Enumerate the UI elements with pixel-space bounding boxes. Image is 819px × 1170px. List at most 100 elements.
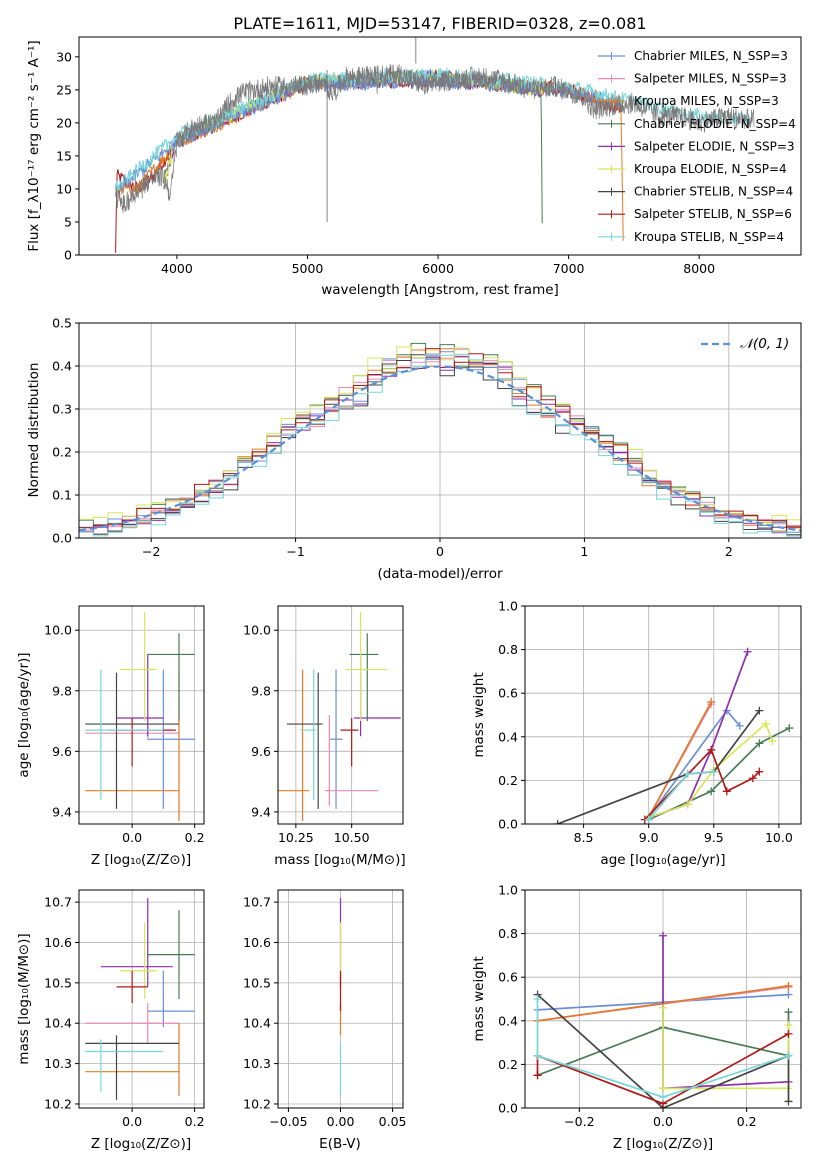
y-tick-label: 0 [64, 248, 72, 263]
mass-weight-marker [707, 697, 716, 706]
y-tick-label: 0.6 [498, 686, 518, 701]
x-tick-label: 0.2 [737, 1114, 757, 1129]
y-tick-label: 0.4 [52, 359, 72, 374]
weight-vs-z-xlabel: Z [log₁₀(Z/Z⊙)] [613, 1136, 713, 1152]
mass-weight-marker [755, 767, 764, 776]
x-tick-label: −0.05 [269, 1114, 307, 1129]
mass-weight-marker [659, 1084, 667, 1093]
age-vs-mass-errorbars [278, 612, 401, 821]
mass-weight-line [648, 770, 714, 821]
mass-weight-marker [533, 1071, 542, 1080]
mass-weight-marker [709, 767, 718, 776]
y-tick-label: 10.6 [44, 935, 72, 950]
weight-vs-age-frame [524, 605, 802, 825]
legend-label: Kroupa ELODIE, N_SSP=4 [634, 162, 787, 176]
mass-weight-marker [784, 1051, 793, 1060]
x-tick-label: 8000 [683, 261, 715, 276]
residuals-ylabel: Normed distribution [26, 363, 42, 498]
mass-weight-marker [755, 739, 764, 748]
mass-vs-z-panel: 0.0 0.2 10.2 10.3 10.4 10.5 10.6 10.7 Z [log₁₀(… [16, 889, 205, 1152]
x-tick-label: 10.50 [334, 830, 370, 845]
mass-weight-marker [784, 1021, 793, 1030]
age-vs-mass-grid [278, 606, 403, 824]
age-vs-mass-frame [277, 605, 404, 825]
mass-weight-marker [722, 787, 731, 796]
age-vs-z-panel: 0.0 0.2 9.4 9.6 9.8 10.0 Z [log₁₀(Z/Z⊙)] age … [16, 605, 205, 868]
legend-label: Salpeter ELODIE, N_SSP=3 [634, 139, 795, 153]
mass-weight-marker [533, 995, 542, 1003]
mass-weight-marker [683, 769, 692, 778]
y-tick-label: 0.0 [498, 1101, 518, 1116]
mass-weight-marker [761, 719, 770, 728]
weight-vs-z-lines [533, 931, 793, 1108]
y-tick-label: 0.3 [52, 402, 72, 417]
x-tick-label: 9.5 [704, 830, 724, 845]
y-tick-label: 10.0 [243, 623, 271, 638]
model-spectrum-line [115, 67, 752, 193]
spectrum-ticks: 4000 5000 6000 7000 8000 0 5 10 15 20 25 30 [56, 49, 715, 276]
mass-vs-z-ticks: 0.0 0.2 10.2 10.3 10.4 10.5 10.6 10.7 [44, 895, 204, 1129]
normal-distribution-curve [79, 365, 801, 532]
spectrum-xlabel: wavelength [Angstrom, rest frame] [321, 282, 559, 298]
y-tick-label: 10.0 [44, 623, 72, 638]
spectrum-lines [115, 37, 755, 253]
y-tick-label: 9.4 [52, 804, 72, 819]
y-tick-label: 0.6 [498, 970, 518, 985]
y-tick-label: 10.5 [44, 975, 72, 990]
x-tick-label: 0.0 [122, 1114, 142, 1129]
mass-weight-marker [743, 647, 752, 656]
mass-weight-line [536, 993, 790, 1108]
weight-vs-age-xlabel: age [log₁₀(age/yr)] [600, 852, 725, 868]
y-tick-label: 0.0 [52, 531, 72, 546]
y-tick-label: 0.2 [498, 773, 518, 788]
y-tick-label: 1.0 [498, 883, 518, 898]
mass-vs-z-xlabel: Z [log₁₀(Z/Z⊙)] [91, 1136, 191, 1152]
weight-vs-z-ticks: −0.2 0.0 0.2 0.0 0.2 0.4 0.6 0.8 1.0 [498, 883, 756, 1130]
residual-histogram [79, 353, 801, 537]
x-tick-label: 0.05 [379, 1114, 407, 1129]
y-tick-label: 0.4 [498, 1013, 518, 1028]
weight-vs-z-ylabel: mass weight [471, 956, 487, 1041]
mass-weight-line [536, 1033, 789, 1105]
mass-weight-marker [784, 981, 793, 990]
y-tick-label: 0.2 [52, 445, 72, 460]
y-tick-label: 9.8 [52, 683, 72, 698]
spectrum-ylabel: Flux [f_λ10⁻¹⁷ erg cm⁻² s⁻¹ A⁻¹] [26, 40, 42, 251]
y-tick-label: 0.4 [498, 729, 518, 744]
y-tick-label: 10.6 [243, 935, 271, 950]
spectrum-title: PLATE=1611, MJD=53147, FIBERID=0328, z=0… [233, 14, 646, 33]
x-tick-label: −2 [142, 544, 160, 559]
x-tick-label: 8.5 [574, 830, 594, 845]
weight-vs-age-ylabel: mass weight [471, 672, 487, 757]
y-tick-label: 15 [56, 148, 72, 163]
x-tick-label: 5000 [292, 261, 324, 276]
mass-weight-marker [785, 724, 794, 733]
y-tick-label: 25 [56, 82, 72, 97]
y-tick-label: 9.6 [52, 744, 72, 759]
mass-vs-z-grid [79, 890, 204, 1108]
age-vs-z-ylabel: age [log₁₀(age/yr)] [16, 652, 32, 777]
mass-weight-marker [748, 774, 757, 783]
mass-weight-marker [784, 1097, 793, 1106]
x-tick-label: 0.2 [185, 830, 205, 845]
spectrum-frame [78, 36, 802, 256]
y-tick-label: 0.2 [498, 1057, 518, 1072]
mass-weight-line [648, 722, 774, 819]
residuals-legend: 𝒩(0, 1) [701, 336, 789, 352]
mass-weight-marker [784, 1008, 793, 1017]
model-spectrum-line [115, 71, 624, 241]
age-vs-mass-panel: 10.25 10.50 9.4 9.6 9.8 10.0 mass [log₁₀(M/M⊙… [243, 605, 406, 868]
y-tick-label: 0.8 [498, 926, 518, 941]
y-tick-label: 10.2 [243, 1096, 271, 1111]
x-tick-label: 0.2 [185, 1114, 205, 1129]
y-tick-label: 10.7 [44, 895, 72, 910]
mass-weight-marker [768, 737, 777, 746]
x-tick-label: 9.0 [639, 830, 659, 845]
y-tick-label: 0.5 [52, 316, 72, 331]
spectrum-panel: PLATE=1611, MJD=53147, FIBERID=0328, z=0… [26, 14, 802, 298]
mass-vs-z-frame [78, 889, 205, 1109]
mass-weight-marker [755, 706, 764, 715]
mass-vs-ebv-ticks: −0.05 0.00 0.05 10.2 10.3 10.4 10.5 10.6 10.7 [243, 895, 406, 1129]
model-spectrum-line [163, 69, 543, 224]
x-tick-label: 10.0 [765, 830, 793, 845]
